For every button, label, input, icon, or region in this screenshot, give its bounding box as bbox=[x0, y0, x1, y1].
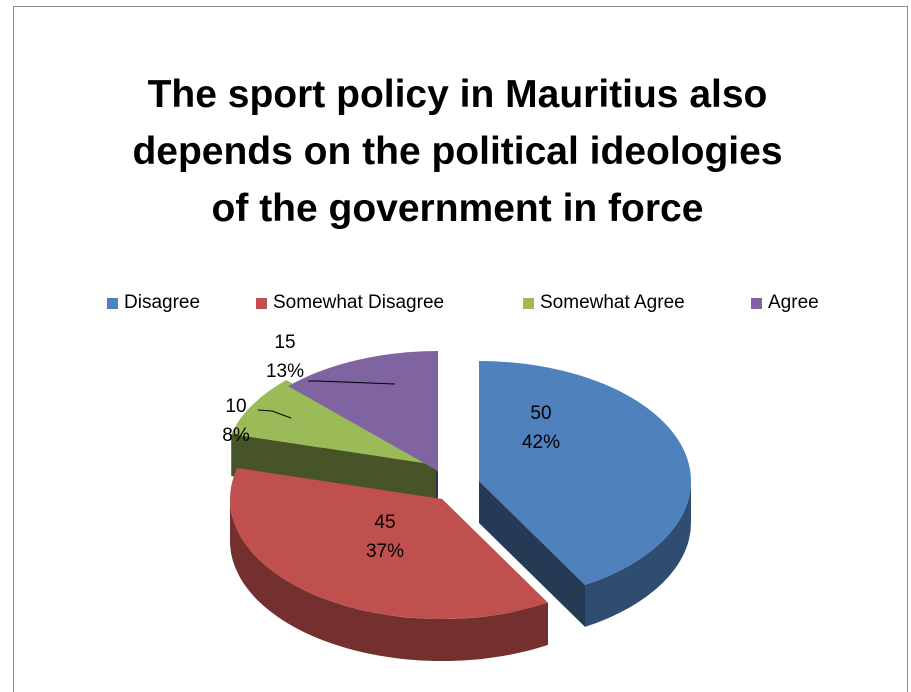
data-label-percent-agree: 13% bbox=[266, 361, 304, 382]
pie-slice-disagree bbox=[479, 361, 691, 585]
legend-label-disagree: Disagree bbox=[124, 292, 201, 313]
data-label-percent-somewhat-agree: 8% bbox=[222, 425, 250, 446]
legend-swatch-agree bbox=[751, 297, 762, 309]
pie-side-wall-somewhat-agree-0 bbox=[231, 433, 436, 507]
data-label-value-agree: 15 bbox=[274, 332, 295, 353]
pie-slice-somewhat-disagree bbox=[230, 467, 549, 619]
pie-leader-lines bbox=[257, 380, 396, 419]
leader-line-agree bbox=[308, 380, 396, 385]
chart-frame bbox=[13, 6, 908, 692]
data-label-value-somewhat-agree: 10 bbox=[225, 396, 246, 417]
pie-side-wall-disagree-1 bbox=[479, 481, 585, 627]
data-label-value-somewhat-disagree: 45 bbox=[374, 512, 395, 533]
legend-item-disagree: Disagree bbox=[107, 290, 200, 316]
legend-swatch-disagree bbox=[107, 297, 118, 309]
legend-swatch-somewhat-agree bbox=[523, 297, 534, 309]
legend-item-somewhat-disagree: Somewhat Disagree bbox=[256, 290, 444, 316]
leader-line-somewhat-agree bbox=[257, 409, 292, 419]
legend-label-agree: Agree bbox=[768, 292, 819, 313]
legend-swatch-somewhat-disagree bbox=[256, 297, 267, 309]
data-label-value-disagree: 50 bbox=[530, 403, 551, 424]
legend-label-somewhat-agree: Somewhat Agree bbox=[540, 292, 685, 313]
chart-title-line-1: The sport policy in Mauritius also bbox=[147, 73, 768, 116]
chart-title-line-3: of the government in force bbox=[211, 187, 704, 230]
data-label-percent-somewhat-disagree: 37% bbox=[366, 541, 404, 562]
data-label-percent-disagree: 42% bbox=[522, 432, 560, 453]
legend-item-agree: Agree bbox=[751, 290, 819, 316]
pie-slice-somewhat-agree bbox=[231, 380, 436, 465]
pie-data-labels: 50 42% 45 37% 10 8% 15 13% bbox=[222, 332, 560, 562]
pie-outer-wall-disagree bbox=[585, 481, 691, 627]
legend-item-somewhat-agree: Somewhat Agree bbox=[523, 290, 685, 316]
chart-title-line-2: depends on the political ideologies bbox=[132, 130, 783, 173]
chart-title: The sport policy in Mauritius also depen… bbox=[90, 66, 825, 237]
chart-legend: Disagree Somewhat Disagree Somewhat Agre… bbox=[0, 290, 911, 316]
legend-label-somewhat-disagree: Somewhat Disagree bbox=[273, 292, 445, 313]
pie-outer-wall-somewhat-disagree bbox=[230, 499, 548, 661]
